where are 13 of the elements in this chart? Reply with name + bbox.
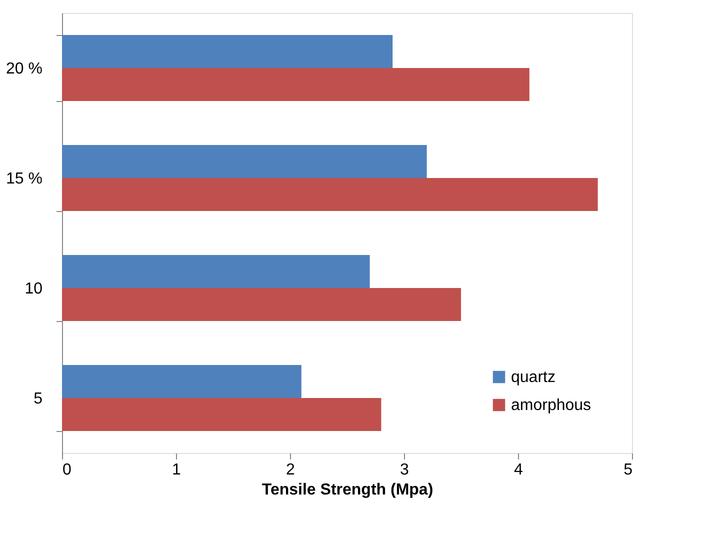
legend-label: quartz (511, 369, 556, 386)
x-tick-label: 5 (624, 462, 633, 478)
y-tick-label: 20 % (6, 60, 42, 78)
y-tick-label: 10 (24, 280, 43, 298)
legend-label: amorphous (511, 397, 592, 414)
x-tick-label: 4 (514, 462, 524, 478)
x-axis-title: Tensile Strength (Mpa) (262, 482, 434, 498)
y-tick-label: 5 (34, 390, 43, 408)
x-tick-label: 1 (172, 462, 182, 478)
y-tick-label: 15 % (6, 170, 42, 188)
x-tick-label: 2 (286, 462, 296, 478)
x-tick-label: 0 (62, 462, 72, 478)
x-tick-label: 3 (400, 462, 410, 478)
